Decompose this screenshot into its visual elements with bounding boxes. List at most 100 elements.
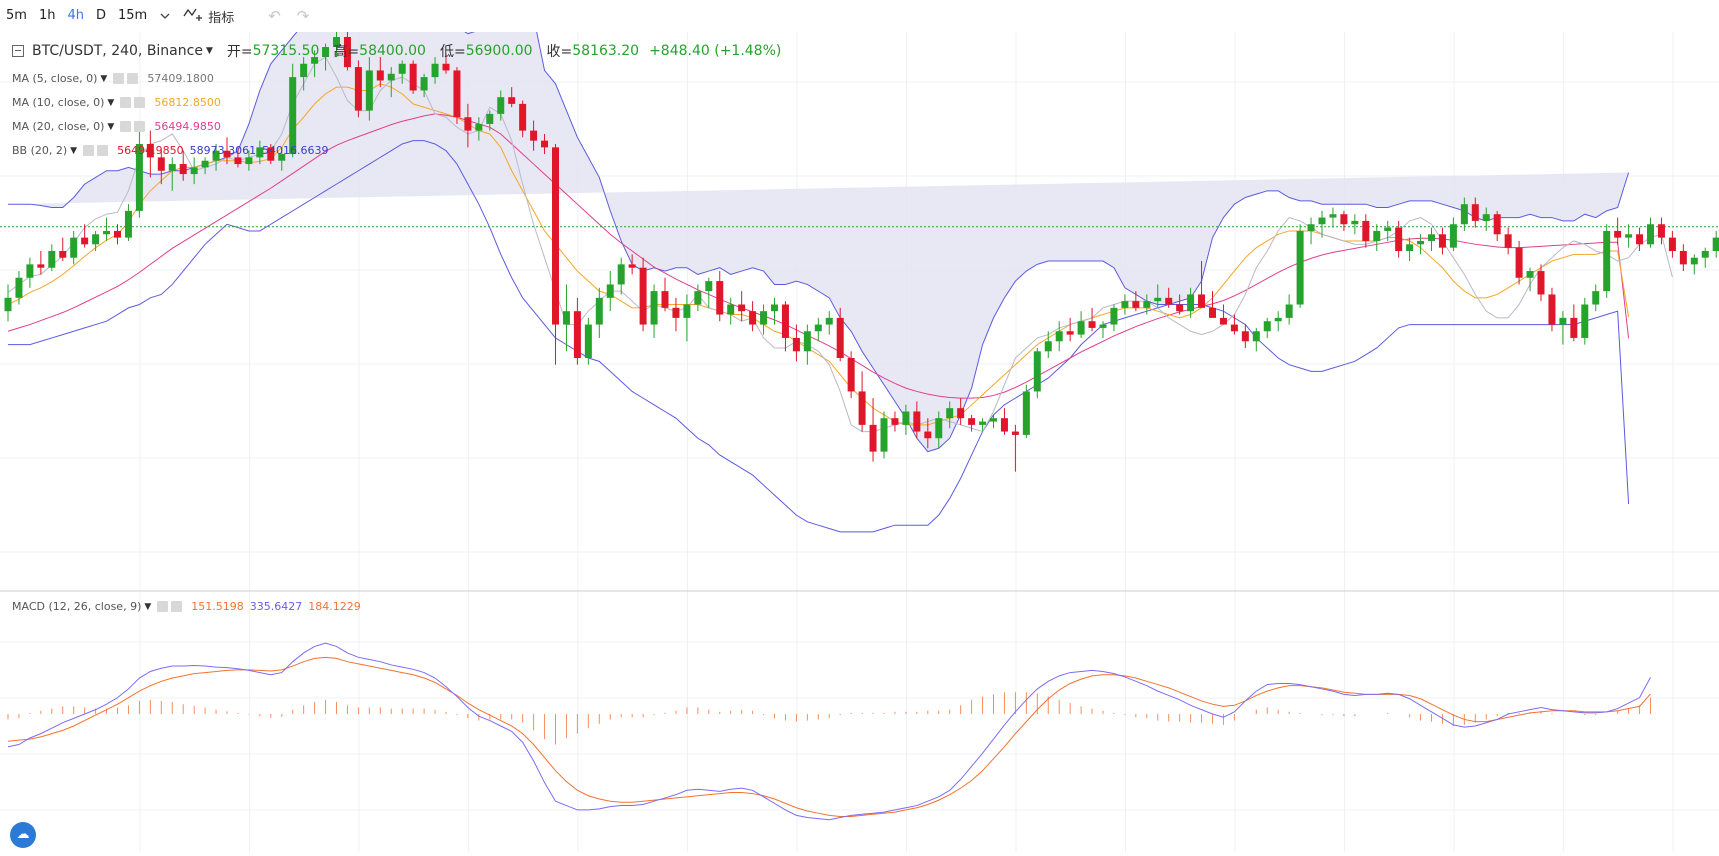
close-icon[interactable] <box>171 601 183 612</box>
eye-icon[interactable] <box>83 145 95 156</box>
candle-body <box>1493 214 1501 235</box>
candle-body <box>1690 257 1698 265</box>
candle-body <box>727 304 735 315</box>
candle-body <box>223 150 231 158</box>
candle-body <box>311 57 319 64</box>
candle-body <box>1460 204 1468 225</box>
chevron-down-icon[interactable]: ▼ <box>107 97 115 108</box>
candle-body <box>1318 217 1326 225</box>
candle-body <box>1373 230 1381 241</box>
candle-body <box>1088 321 1096 328</box>
eye-icon[interactable] <box>157 601 169 612</box>
chevron-down-icon[interactable]: ▼ <box>144 601 152 612</box>
candle-body <box>168 164 176 171</box>
candle-body <box>146 144 154 158</box>
candle-body <box>1143 301 1151 308</box>
candle-body <box>1537 271 1545 295</box>
high-value: 58400.00 <box>359 43 426 59</box>
candle-body <box>825 317 833 325</box>
candle-body <box>453 70 461 118</box>
interval-4h[interactable]: 4h <box>67 8 84 23</box>
candle-body <box>1395 227 1403 251</box>
candle-body <box>1176 304 1184 312</box>
candle-body <box>902 411 910 425</box>
candle-body <box>124 210 132 238</box>
eye-icon[interactable] <box>120 121 132 132</box>
candle-body <box>278 154 286 161</box>
candle-body <box>595 297 603 325</box>
redo-icon[interactable]: ↷ <box>296 7 310 25</box>
close-icon[interactable] <box>97 145 109 156</box>
chevron-down-icon[interactable]: ▼ <box>70 145 78 156</box>
candle-body <box>968 418 976 425</box>
candle-body <box>1712 237 1719 251</box>
bb-lower-value: 54016.6639 <box>262 144 329 157</box>
candle-body <box>683 304 691 318</box>
candle-body <box>333 37 340 48</box>
eye-icon[interactable] <box>120 97 132 108</box>
candle-body <box>1603 230 1611 292</box>
close-icon[interactable] <box>127 73 139 84</box>
indicators-button[interactable]: 指标 <box>177 6 240 26</box>
interval-5m[interactable]: 5m <box>6 8 27 23</box>
candle-body <box>1482 214 1490 221</box>
ma5-name[interactable]: MA (5, close, 0) <box>12 72 98 85</box>
candle-body <box>1614 230 1622 238</box>
candle-body <box>26 264 34 278</box>
symbol-title[interactable]: BTC/USDT, 240, Binance <box>32 43 203 59</box>
candle-body <box>979 421 987 425</box>
close-label: 收= <box>546 44 573 60</box>
macd-name[interactable]: MACD (12, 26, close, 9) <box>12 600 142 613</box>
candle-body <box>376 70 384 81</box>
candle-body <box>1033 351 1041 392</box>
candle-body <box>1570 317 1578 338</box>
close-icon[interactable] <box>134 121 146 132</box>
candle-body <box>1011 431 1019 435</box>
eye-icon[interactable] <box>113 73 125 84</box>
bb-name[interactable]: BB (20, 2) <box>12 144 68 157</box>
toolbar: 5m 1h 4h D 15m 指标 ↶ ↷ <box>0 0 1719 32</box>
candle-body <box>869 424 877 452</box>
ma5-line <box>7 56 1673 433</box>
candle-body <box>1581 304 1589 338</box>
candle-body <box>179 164 187 175</box>
close-value: 58163.20 <box>572 43 640 59</box>
candle-body <box>617 264 625 285</box>
candle-body <box>497 97 505 114</box>
candle-body <box>1307 224 1315 231</box>
interval-d[interactable]: D <box>95 8 106 23</box>
high-label: 高= <box>333 44 360 60</box>
ma10-name[interactable]: MA (10, close, 0) <box>12 96 105 109</box>
chevron-down-icon[interactable] <box>153 10 177 22</box>
interval-1h[interactable]: 1h <box>38 8 56 23</box>
chevron-down-icon[interactable]: ▼ <box>107 121 115 132</box>
undo-icon[interactable]: ↶ <box>268 7 281 25</box>
legend-bb: BB (20, 2) ▼ 56494.9850 58973.3061 54016… <box>12 144 329 157</box>
low-value: 56900.00 <box>465 43 533 59</box>
candle-body <box>880 418 888 452</box>
candle-body <box>37 264 45 268</box>
close-icon[interactable] <box>134 97 146 108</box>
open-value: 57315.50 <box>252 43 320 59</box>
candle-body <box>92 234 100 245</box>
chevron-down-icon[interactable]: ▼ <box>100 73 108 84</box>
candle-body <box>749 311 757 325</box>
candle-body <box>59 251 67 258</box>
logo-icon[interactable]: ☁ <box>10 822 36 848</box>
interval-15m[interactable]: 15m <box>117 8 148 23</box>
ma20-name[interactable]: MA (20, close, 0) <box>12 120 105 133</box>
candle-body <box>81 237 89 245</box>
candle-body <box>705 281 713 292</box>
candle-body <box>639 267 647 325</box>
candle-body <box>541 140 549 148</box>
candle-body <box>1362 220 1370 241</box>
collapse-icon[interactable] <box>12 45 24 57</box>
candle-body <box>1132 301 1140 308</box>
chevron-down-icon[interactable]: ▼ <box>205 46 213 56</box>
bb-upper-line <box>8 0 1630 453</box>
candle-body <box>1449 224 1457 248</box>
candle-body <box>267 147 275 161</box>
candle-body <box>322 47 330 58</box>
